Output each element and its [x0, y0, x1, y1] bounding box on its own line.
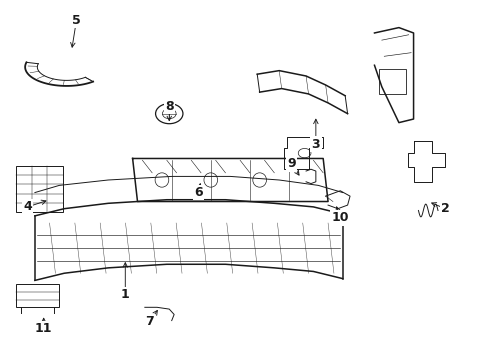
- Text: 10: 10: [332, 211, 349, 224]
- Bar: [16, 166, 63, 212]
- Text: 6: 6: [194, 186, 203, 199]
- Text: 7: 7: [146, 315, 154, 328]
- Text: 9: 9: [287, 157, 296, 170]
- Text: 4: 4: [23, 201, 32, 213]
- Text: 8: 8: [165, 100, 173, 113]
- Bar: [16, 284, 59, 307]
- Text: 11: 11: [35, 322, 52, 335]
- Text: 5: 5: [72, 14, 81, 27]
- Text: 3: 3: [312, 138, 320, 150]
- Text: 1: 1: [121, 288, 130, 301]
- Bar: [379, 69, 406, 94]
- Text: 2: 2: [441, 202, 450, 215]
